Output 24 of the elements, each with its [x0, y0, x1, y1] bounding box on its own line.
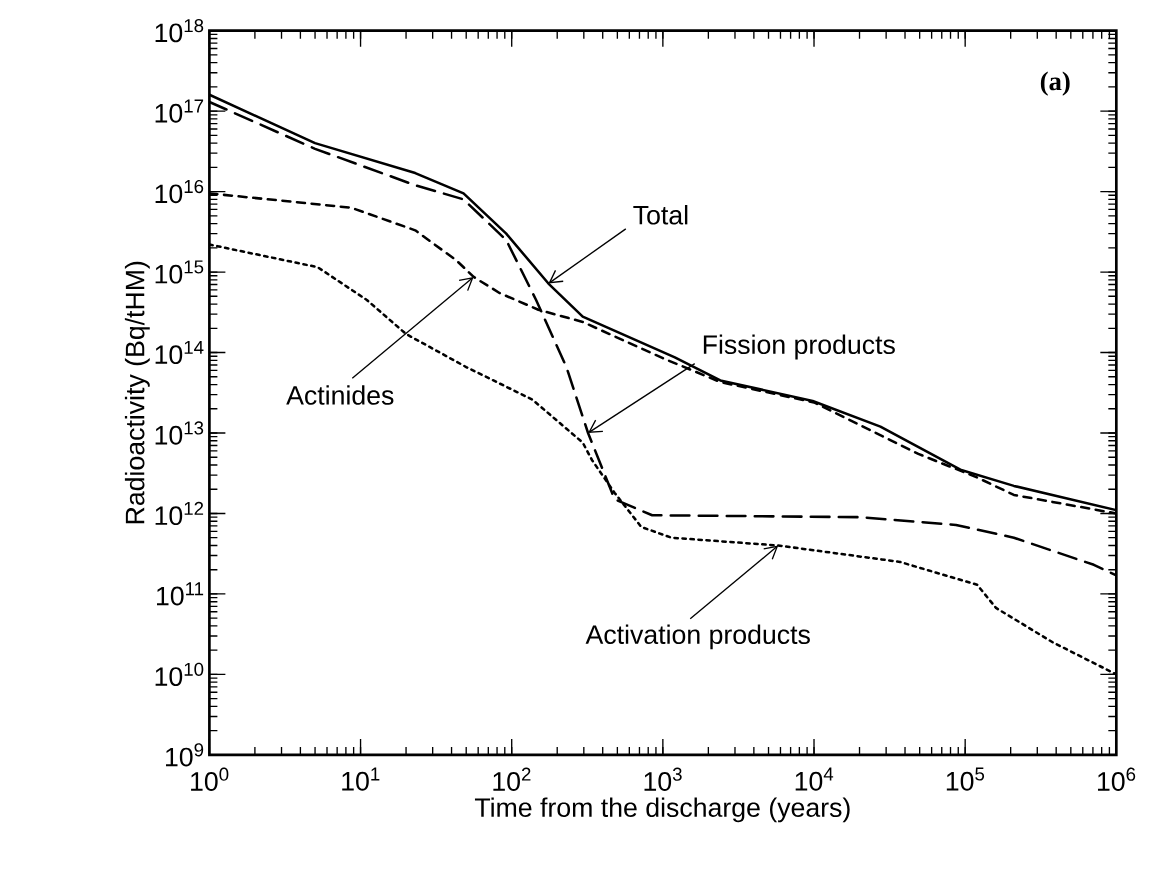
x-tick-label: 10$^{1}$ [342, 767, 380, 791]
y-tick-label: 10$^{17}$ [155, 99, 204, 123]
y-tick-label: 10$^{10}$ [155, 662, 204, 687]
x-tick-label: 10$^{5}$ [946, 767, 985, 791]
annotation: (a) [1040, 71, 1070, 96]
x-tick-label: 10$^{6}$ [1097, 767, 1136, 792]
annotation: Activation products [585, 624, 810, 650]
y-tick-label: 10$^{18}$ [155, 19, 204, 43]
annotation: Total [633, 205, 688, 225]
annotation: Actinides [286, 385, 394, 406]
x-tick-label: 10$^{0}$ [191, 767, 229, 792]
y-tick-label: 10$^{13}$ [155, 421, 204, 445]
y-axis-title: Radioactivity (Bq/tHM) [124, 262, 150, 524]
y-tick-label: 10$^{11}$ [157, 582, 204, 606]
x-tick-label: 10$^{3}$ [644, 767, 682, 792]
annotation: Fission products [703, 334, 895, 360]
y-tick-label: 10$^{16}$ [155, 180, 204, 204]
y-tick-label: 10$^{12}$ [155, 501, 204, 526]
x-tick-label: 10$^{2}$ [493, 767, 531, 792]
y-tick-label: 10$^{9}$ [166, 743, 204, 767]
y-tick-label: 10$^{14}$ [155, 341, 204, 365]
x-axis-title: Time from the discharge (years) [474, 797, 850, 823]
x-tick-label: 10$^{4}$ [795, 767, 834, 791]
y-tick-label: 10$^{15}$ [155, 260, 204, 284]
